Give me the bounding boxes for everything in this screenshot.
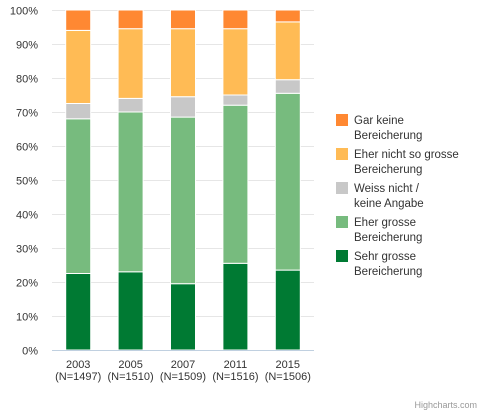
legend-label: Gar keine (354, 115, 404, 127)
bar-segment[interactable] (65, 9, 92, 31)
bar-segment[interactable] (222, 104, 249, 264)
bar-segment[interactable] (170, 283, 196, 351)
legend-label: Weiss nicht / (354, 183, 420, 195)
legend-label: Eher nicht so grosse (354, 149, 459, 161)
x-tick-label: (N=1516) (212, 371, 258, 383)
bar-segment[interactable] (170, 96, 196, 118)
bar-segment[interactable] (117, 271, 144, 351)
legend-swatch (336, 216, 348, 228)
y-tick-label: 40% (16, 210, 38, 222)
legend-swatch (336, 114, 348, 126)
bar-segment[interactable] (65, 103, 92, 120)
bar-segment[interactable] (222, 9, 249, 30)
legend-label: keine Angabe (354, 198, 424, 210)
y-tick-label: 0% (22, 346, 38, 358)
x-tick-label: 2007 (171, 359, 195, 371)
bar-segment[interactable] (117, 111, 144, 273)
bar-segment[interactable] (274, 92, 301, 271)
bar-segment[interactable] (170, 116, 196, 285)
legend-label: Bereicherung (354, 232, 422, 244)
legend-swatch (336, 250, 348, 262)
y-tick-label: 30% (16, 244, 38, 256)
bar-segment[interactable] (222, 94, 249, 106)
legend-swatch (336, 182, 348, 194)
legend-label: Bereicherung (354, 164, 422, 176)
y-tick-label: 60% (16, 142, 38, 154)
bar-segment[interactable] (274, 21, 301, 81)
legend-item[interactable]: Gar keine Bereicherung (336, 114, 422, 142)
x-tick-label: 2003 (66, 359, 90, 371)
bar-segment[interactable] (170, 9, 196, 30)
bar-segment[interactable] (274, 269, 301, 351)
y-tick-label: 20% (16, 278, 38, 290)
bar-segment[interactable] (65, 118, 92, 274)
legend-label: Eher grosse (354, 217, 416, 229)
x-tick-label: (N=1506) (265, 371, 311, 383)
legend-label: Bereicherung (354, 266, 422, 278)
legend-item[interactable]: Weiss nicht / keine Angabe (336, 182, 424, 210)
y-tick-label: 70% (16, 108, 38, 120)
legend-label: Bereicherung (354, 130, 422, 142)
x-tick-label: 2011 (224, 359, 248, 371)
legend-item[interactable]: Sehr grosse Bereicherung (336, 250, 422, 278)
x-tick-label: (N=1510) (108, 371, 154, 383)
legend-item[interactable]: Eher nicht so grosse Bereicherung (336, 148, 459, 176)
bar-segment[interactable] (117, 97, 144, 113)
bar-segment[interactable] (117, 9, 144, 30)
y-tick-label: 80% (16, 74, 38, 86)
bar-segment[interactable] (274, 79, 301, 94)
x-tick-label: (N=1509) (160, 371, 206, 383)
bar-segment[interactable] (65, 29, 92, 104)
y-tick-label: 50% (16, 176, 38, 188)
axes: 0%10%20%30%40%50%60%70%80%90%100%2003(N=… (10, 6, 314, 383)
credits-link[interactable]: Highcharts.com (414, 400, 477, 410)
bar-segment[interactable] (222, 262, 249, 351)
bar-segment[interactable] (222, 28, 249, 96)
bar-segment[interactable] (274, 9, 301, 23)
bars (65, 9, 301, 351)
y-tick-label: 90% (16, 40, 38, 52)
x-tick-label: 2015 (276, 359, 300, 371)
legend-label: Sehr grosse (354, 251, 416, 263)
x-tick-label: 2005 (118, 359, 142, 371)
legend-swatch (336, 148, 348, 160)
bar-segment[interactable] (117, 28, 144, 99)
x-tick-label: (N=1497) (55, 371, 101, 383)
bar-segment[interactable] (65, 273, 92, 351)
y-tick-label: 10% (16, 312, 38, 324)
legend-item[interactable]: Eher grosse Bereicherung (336, 216, 422, 244)
y-tick-label: 100% (10, 6, 38, 18)
bar-segment[interactable] (170, 28, 196, 98)
